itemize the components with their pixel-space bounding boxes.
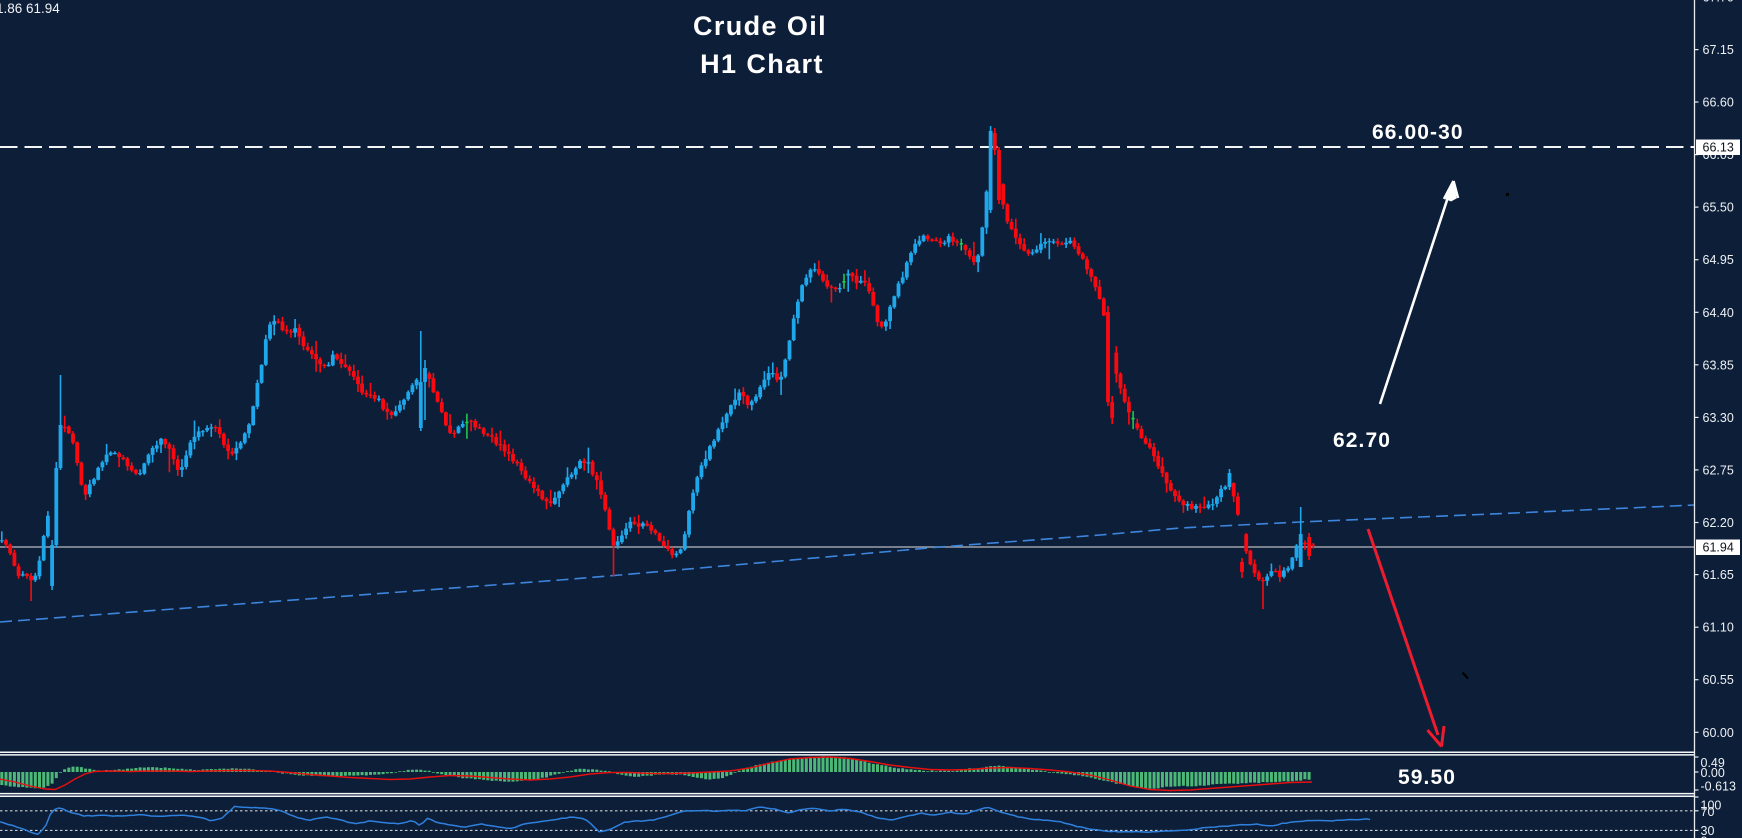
svg-text:67.15: 67.15 bbox=[1703, 43, 1734, 57]
svg-text:64.40: 64.40 bbox=[1703, 306, 1734, 320]
svg-text:Crude Oil: Crude Oil bbox=[693, 11, 827, 41]
svg-text:H1 Chart: H1 Chart bbox=[700, 49, 824, 79]
svg-text:59.50: 59.50 bbox=[1398, 766, 1456, 789]
svg-text:0.00: 0.00 bbox=[1701, 766, 1725, 780]
svg-text:70: 70 bbox=[1701, 805, 1715, 819]
svg-text:60.55: 60.55 bbox=[1703, 673, 1734, 687]
svg-text:66.00-30: 66.00-30 bbox=[1372, 121, 1464, 144]
svg-text:63.85: 63.85 bbox=[1703, 358, 1734, 372]
svg-text:62.75: 62.75 bbox=[1703, 463, 1734, 477]
svg-text:30: 30 bbox=[1701, 824, 1715, 838]
svg-text:66.60: 66.60 bbox=[1703, 96, 1734, 110]
svg-text:100: 100 bbox=[1701, 799, 1722, 813]
svg-text:-0.613: -0.613 bbox=[1701, 780, 1736, 794]
svg-text:61.94: 61.94 bbox=[1703, 541, 1734, 555]
svg-text:0: 0 bbox=[1701, 835, 1708, 838]
svg-text:0.49: 0.49 bbox=[1701, 756, 1725, 770]
svg-text:1.86 61.94: 1.86 61.94 bbox=[0, 1, 60, 16]
svg-text:66.13: 66.13 bbox=[1703, 141, 1734, 155]
svg-text:65.50: 65.50 bbox=[1703, 201, 1734, 215]
svg-text:61.10: 61.10 bbox=[1703, 621, 1734, 635]
svg-text:61.65: 61.65 bbox=[1703, 568, 1734, 582]
svg-text:64.95: 64.95 bbox=[1703, 253, 1734, 267]
svg-text:62.70: 62.70 bbox=[1333, 429, 1391, 452]
svg-text:63.30: 63.30 bbox=[1703, 411, 1734, 425]
svg-text:62.20: 62.20 bbox=[1703, 516, 1734, 530]
svg-text:67.70: 67.70 bbox=[1703, 0, 1734, 5]
svg-text:60.00: 60.00 bbox=[1703, 726, 1734, 740]
